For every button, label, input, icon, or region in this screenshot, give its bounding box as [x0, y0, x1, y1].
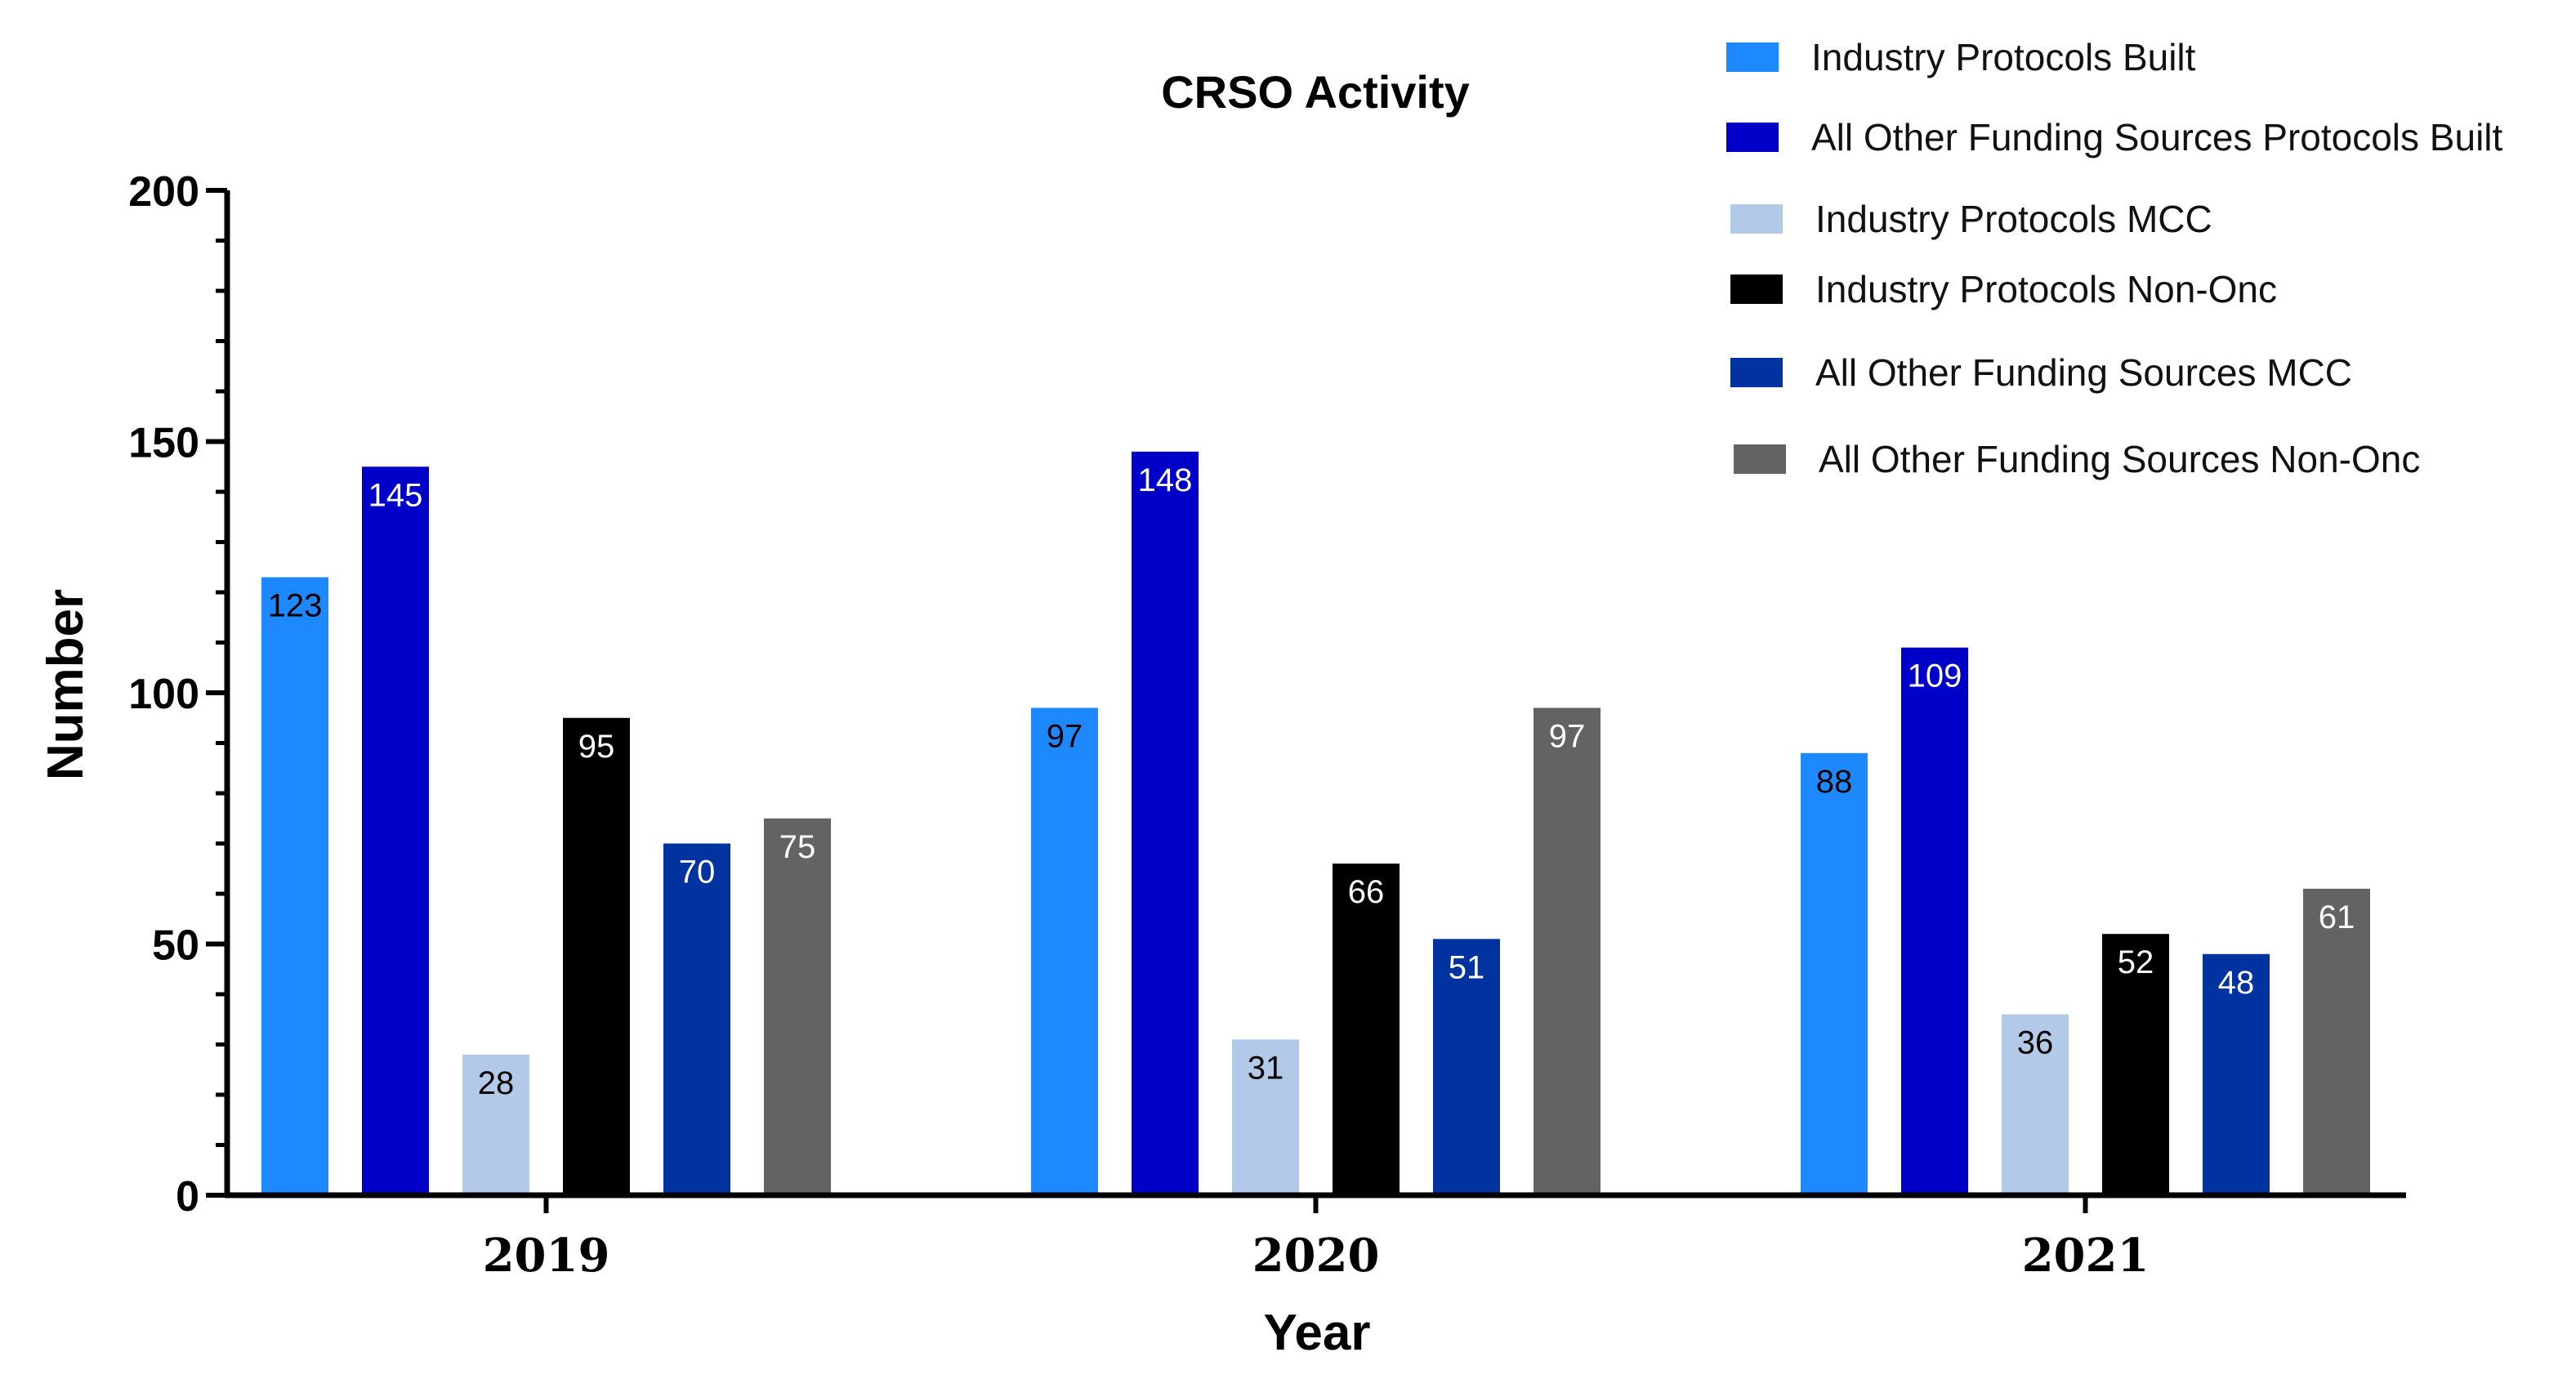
- legend-swatch: [1726, 123, 1779, 152]
- x-axis-label: Year: [1263, 1305, 1370, 1361]
- bar: [261, 577, 328, 1195]
- bar: [2102, 934, 2169, 1195]
- bar: [1031, 707, 1098, 1195]
- axes-group: 0 50 100 150 200 2019 2020 2021: [128, 168, 2406, 1283]
- data-label: 88: [1816, 764, 1853, 800]
- bar: [1433, 939, 1500, 1195]
- legend-label: Industry Protocols Non-Onc: [1815, 268, 2277, 310]
- data-label: 75: [779, 829, 816, 865]
- chart-title: CRSO Activity: [1161, 66, 1470, 118]
- data-label: 51: [1449, 949, 1485, 985]
- bar: [1232, 1039, 1299, 1195]
- data-label: 31: [1248, 1050, 1284, 1086]
- legend-label: All Other Funding Sources MCC: [1815, 351, 2352, 394]
- data-label: 148: [1138, 462, 1193, 498]
- legend-label: Industry Protocols MCC: [1815, 198, 2212, 240]
- bar: [1901, 647, 1968, 1195]
- bar: [2303, 888, 2370, 1195]
- data-label: 36: [2017, 1025, 2054, 1061]
- y-tick-label: 0: [176, 1173, 199, 1221]
- bar: [1801, 752, 1868, 1195]
- bar: [1333, 864, 1400, 1195]
- data-label: 145: [368, 477, 423, 513]
- bar: [2203, 953, 2270, 1195]
- legend-swatch: [1730, 204, 1783, 234]
- bars-group: 123 97 88 145 148 109 28 31 36 95 66 52 70 51 48 75 97 61: [261, 451, 2370, 1195]
- legend-swatch: [1730, 358, 1783, 387]
- data-label: 28: [478, 1065, 515, 1101]
- legend-swatch: [1730, 274, 1783, 304]
- data-label: 70: [679, 855, 716, 890]
- bar: [764, 818, 831, 1195]
- data-label: 97: [1549, 718, 1586, 754]
- bar: [2002, 1014, 2069, 1195]
- data-label: 66: [1348, 874, 1385, 910]
- bar: [362, 466, 429, 1195]
- legend-swatch: [1726, 42, 1779, 72]
- data-label: 109: [1908, 658, 1962, 694]
- legend-label: All Other Funding Sources Protocols Buil…: [1811, 116, 2503, 158]
- bar: [462, 1054, 529, 1195]
- data-label: 123: [268, 588, 323, 624]
- legend: Industry Protocols Built All Other Fundin…: [1726, 36, 2503, 480]
- y-tick-label: 100: [128, 671, 199, 718]
- bar: [1534, 707, 1601, 1195]
- data-label: 61: [2319, 899, 2355, 935]
- legend-label: Industry Protocols Built: [1811, 36, 2196, 78]
- y-tick-label: 50: [152, 922, 199, 970]
- y-tick-label: 150: [128, 420, 199, 467]
- data-label: 97: [1047, 718, 1083, 754]
- bar: [563, 717, 630, 1195]
- bar: [1132, 451, 1199, 1195]
- y-axis-label: Number: [38, 589, 94, 780]
- x-tick-label: 2020: [1252, 1229, 1380, 1283]
- data-label: 52: [2118, 944, 2154, 980]
- y-tick-label: 200: [128, 168, 199, 216]
- data-label: 48: [2218, 965, 2255, 1001]
- x-tick-label: 2021: [2022, 1229, 2150, 1283]
- data-label: 95: [578, 729, 615, 765]
- bar: [663, 843, 730, 1195]
- x-tick-label: 2019: [483, 1229, 610, 1283]
- legend-label: All Other Funding Sources Non-Onc: [1819, 438, 2420, 480]
- legend-swatch: [1734, 444, 1786, 474]
